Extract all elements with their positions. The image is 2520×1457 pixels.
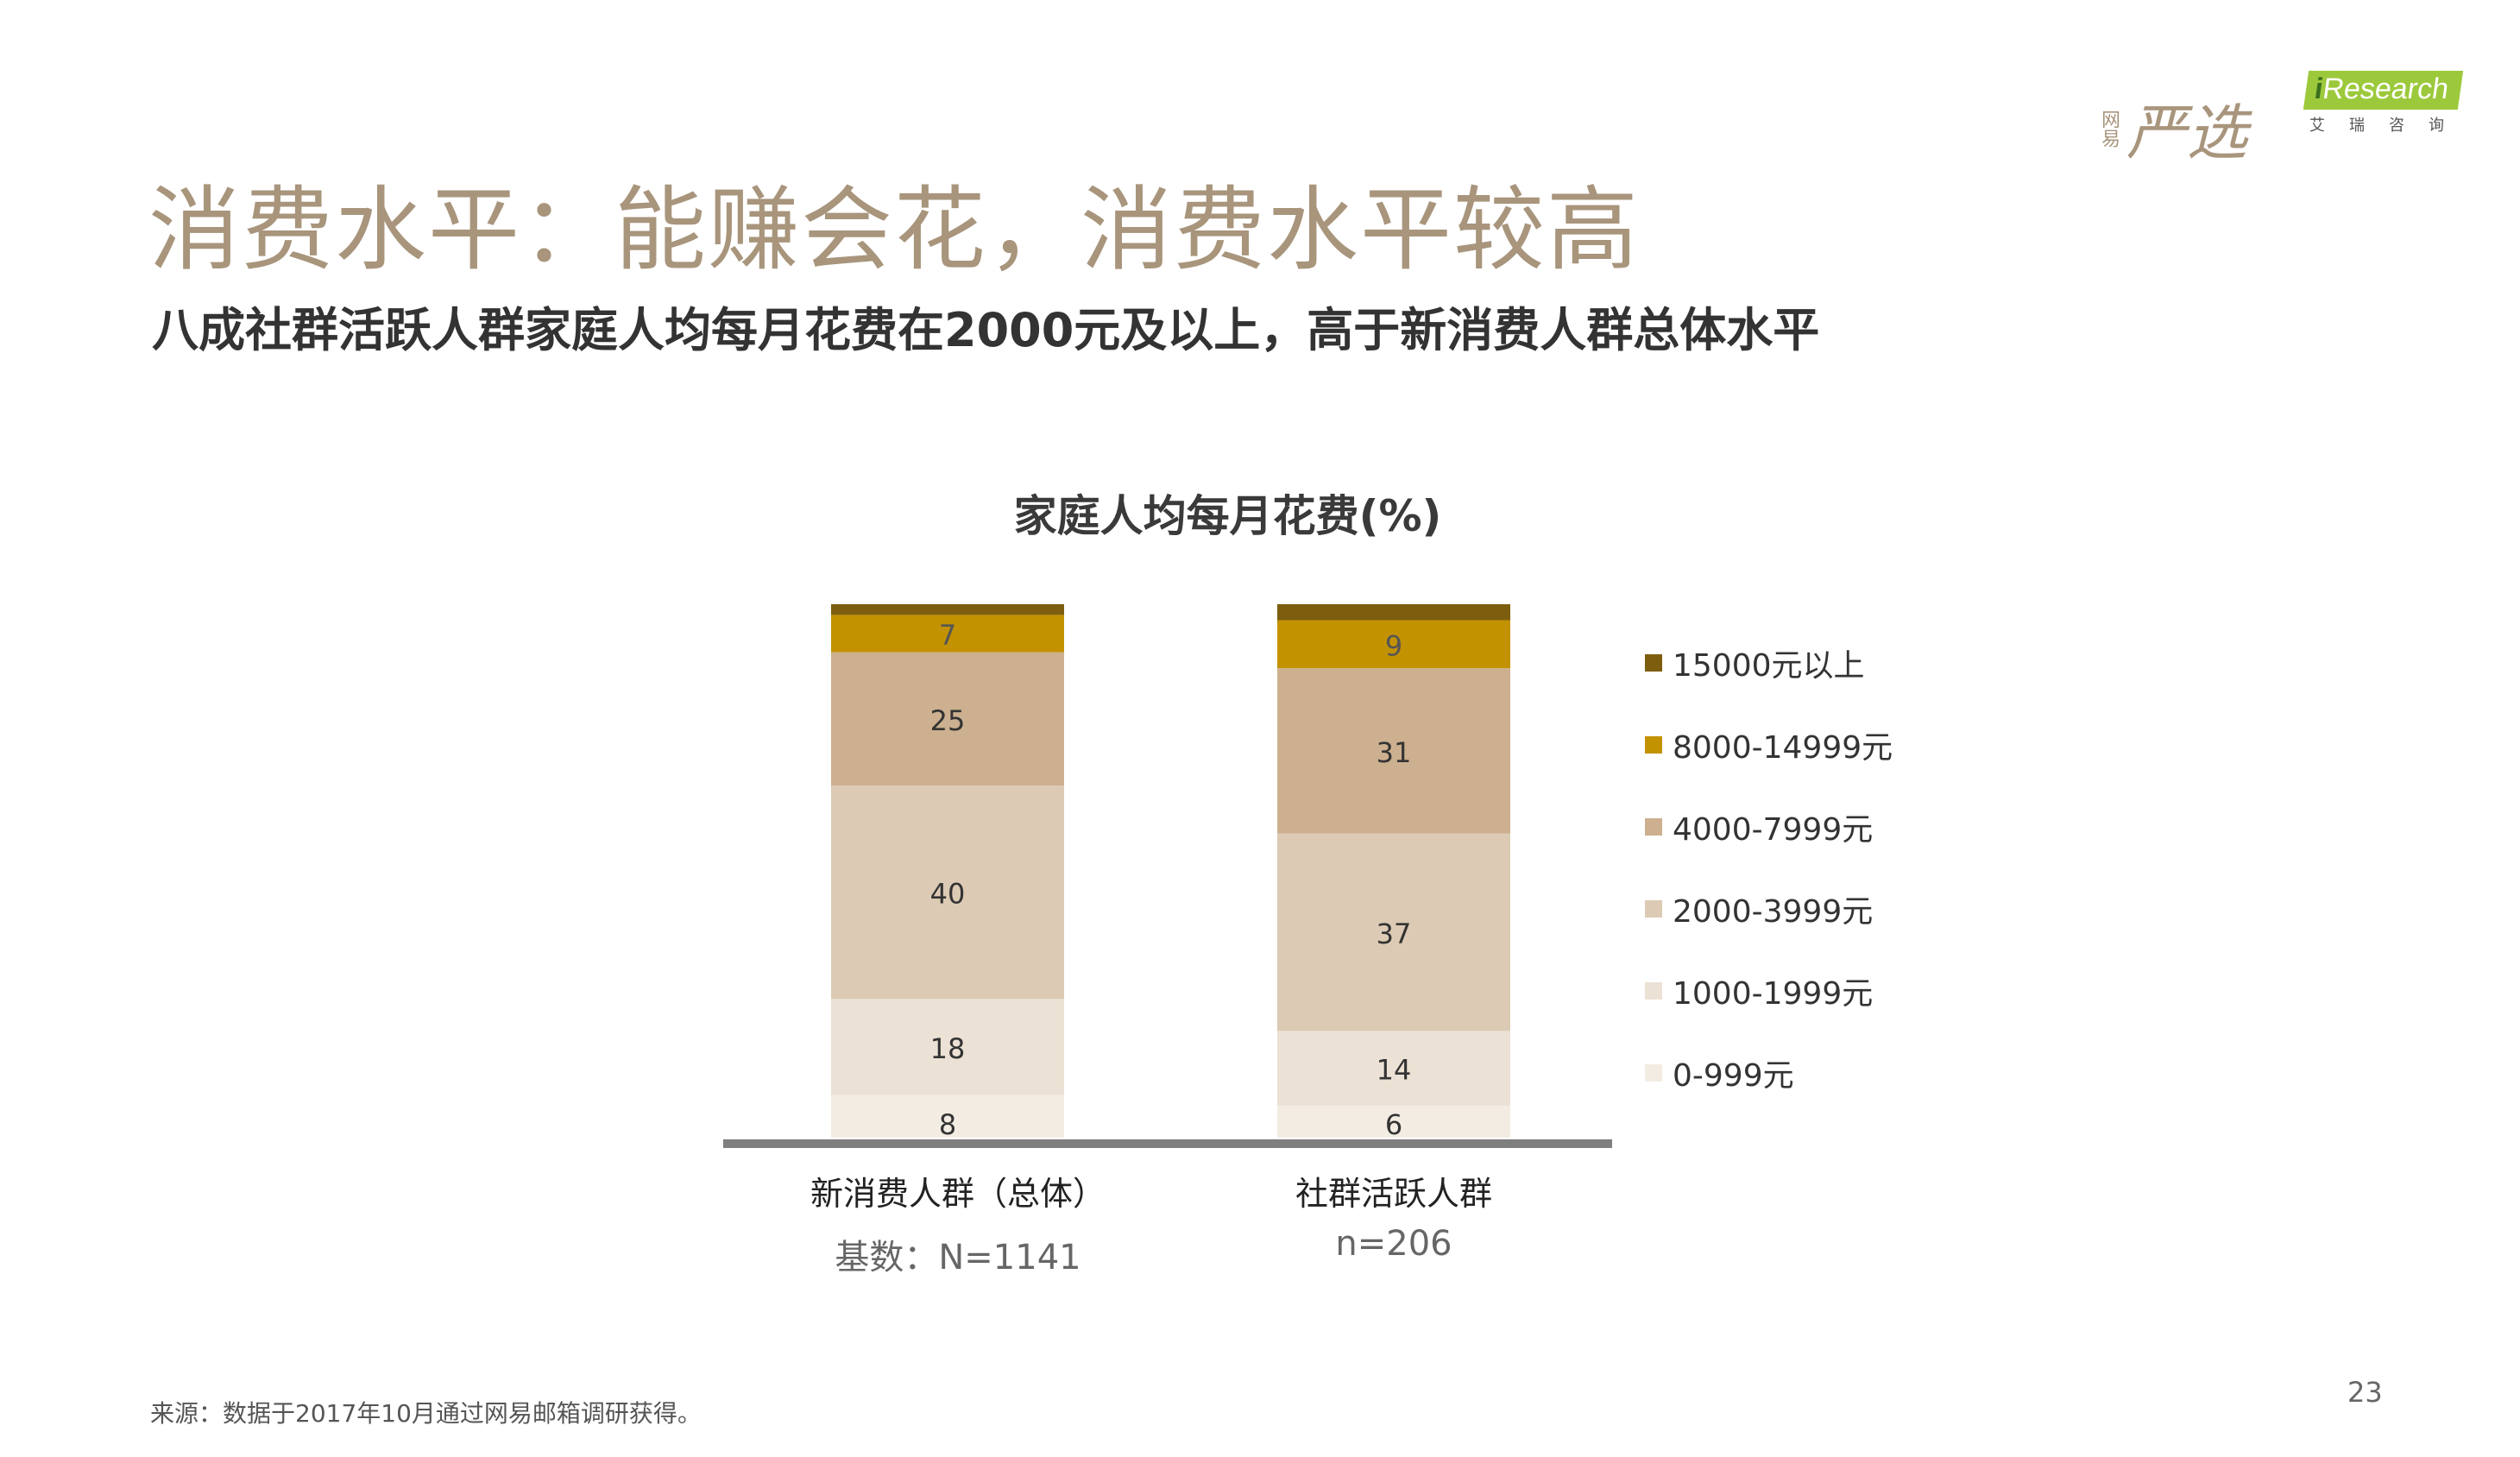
source-note: 来源：数据于2017年10月通过网易邮箱调研获得。 <box>150 1399 702 1428</box>
legend-label: 8000-14999元 <box>1673 730 1893 766</box>
legend-label: 15000元以上 <box>1673 648 1865 684</box>
legend-swatch <box>1645 736 1662 754</box>
x-axis-line <box>723 1139 1612 1148</box>
data-label: 40 <box>930 878 966 911</box>
bar-segment <box>831 652 1064 786</box>
data-label: 37 <box>1377 918 1412 950</box>
legend-item: 1000-1999元 <box>1645 968 1873 1013</box>
legend-label: 4000-7999元 <box>1673 812 1874 848</box>
bar-segment <box>831 999 1064 1095</box>
data-label: 14 <box>1377 1054 1412 1087</box>
data-label: 6 <box>1385 1108 1402 1141</box>
bar-segment <box>831 615 1064 653</box>
iresearch-logo: iResearch 艾瑞咨询 <box>2303 71 2468 136</box>
legend-item: 0-999元 <box>1645 1050 1794 1095</box>
bar-segment <box>831 1094 1064 1138</box>
category-label-total: 新消费人群（总体） <box>810 1175 1106 1213</box>
bar-segment <box>1277 833 1510 1031</box>
yanxuan-logo-small-text: 网易 <box>2098 109 2120 148</box>
bar-segment <box>1277 1105 1510 1138</box>
data-label: 7 <box>939 619 956 652</box>
bar-segment <box>831 785 1064 1000</box>
bar-segment <box>831 604 1064 615</box>
bar-segment <box>1277 620 1510 669</box>
page-title: 消费水平：能赚会花，消费水平较高 <box>148 177 1640 283</box>
legend-swatch <box>1645 654 1662 672</box>
legend-label: 0-999元 <box>1673 1058 1794 1094</box>
page-subtitle: 八成社群活跃人群家庭人均每月花费在2000元及以上，高于新消费人群总体水平 <box>152 303 1820 357</box>
legend-swatch <box>1645 982 1662 1000</box>
legend-label: 1000-1999元 <box>1673 976 1874 1012</box>
data-label: 18 <box>930 1032 966 1065</box>
bar-segment <box>1277 668 1510 834</box>
yanxuan-logo-text: 严选 <box>2126 98 2247 168</box>
bar-segment <box>1277 604 1510 621</box>
data-label: 9 <box>1385 629 1402 662</box>
legend-item: 8000-14999元 <box>1645 722 1893 767</box>
base-label-community: n=206 <box>1335 1224 1452 1264</box>
page-number: 23 <box>2347 1376 2383 1409</box>
data-label: 31 <box>1377 736 1412 769</box>
legend-swatch <box>1645 900 1662 918</box>
yanxuan-logo: 网易 严选 <box>2097 85 2247 172</box>
legend-label: 2000-3999元 <box>1673 894 1874 930</box>
data-label: 8 <box>939 1108 956 1141</box>
category-label-community: 社群活跃人群 <box>1295 1175 1492 1213</box>
iresearch-logo-subtext: 艾瑞咨询 <box>2309 117 2468 135</box>
legend-swatch <box>1645 1064 1662 1082</box>
base-label-total: 基数：N=1141 <box>835 1238 1081 1277</box>
chart-title: 家庭人均每月花费(%) <box>1013 491 1442 541</box>
legend-item: 4000-7999元 <box>1645 804 1873 849</box>
bar-segment <box>1277 1031 1510 1106</box>
data-label: 25 <box>930 704 966 737</box>
legend-item: 2000-3999元 <box>1645 886 1873 931</box>
legend-swatch <box>1645 818 1662 836</box>
legend-item: 15000元以上 <box>1645 640 1865 685</box>
